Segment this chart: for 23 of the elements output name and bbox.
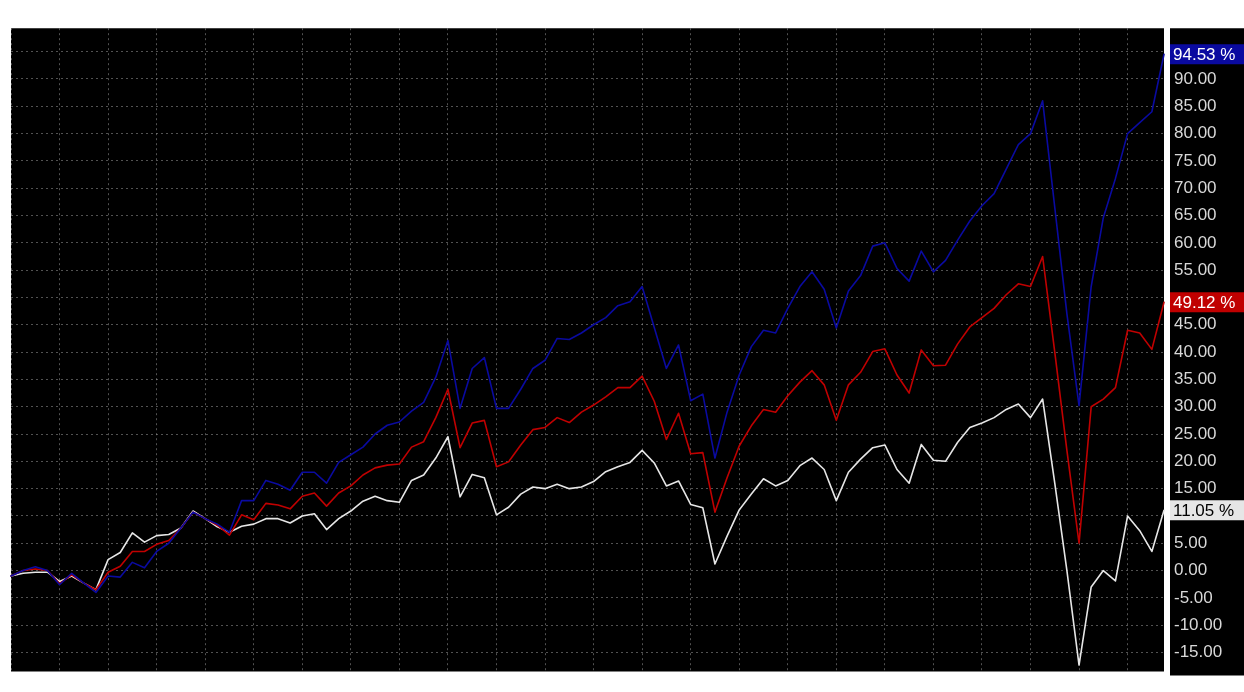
- y-tick-label: -15.00: [1174, 642, 1223, 662]
- y-tick-label: 65.00: [1174, 205, 1217, 225]
- y-tick-label: 25.00: [1174, 423, 1217, 443]
- y-tick-label: 85.00: [1174, 95, 1217, 115]
- y-tick-label: 75.00: [1174, 150, 1217, 170]
- y-tick-label: -5.00: [1174, 587, 1213, 607]
- y-tick-label: 70.00: [1174, 177, 1217, 197]
- y-tick-label: 35.00: [1174, 369, 1217, 389]
- y-tick-label: 30.00: [1174, 396, 1217, 416]
- text: 94.53 %: [1173, 44, 1236, 64]
- y-tick-label: 40.00: [1174, 341, 1217, 361]
- y-tick-label: 20.00: [1174, 451, 1217, 471]
- text: 11.05 %: [1173, 500, 1235, 520]
- y-tick-label: -10.00: [1174, 614, 1223, 634]
- y-tick-label: 45.00: [1174, 314, 1217, 334]
- y-tick-label: 0.00: [1174, 560, 1208, 580]
- y-tick-label: 15.00: [1174, 478, 1217, 498]
- text: 49.12 %: [1173, 292, 1236, 312]
- y-tick-label: 60.00: [1174, 232, 1217, 252]
- y-tick-label: 55.00: [1174, 259, 1217, 279]
- y-tick-label: 90.00: [1174, 68, 1217, 88]
- y-tick-label: 5.00: [1174, 532, 1208, 552]
- y-tick-label: 80.00: [1174, 123, 1217, 143]
